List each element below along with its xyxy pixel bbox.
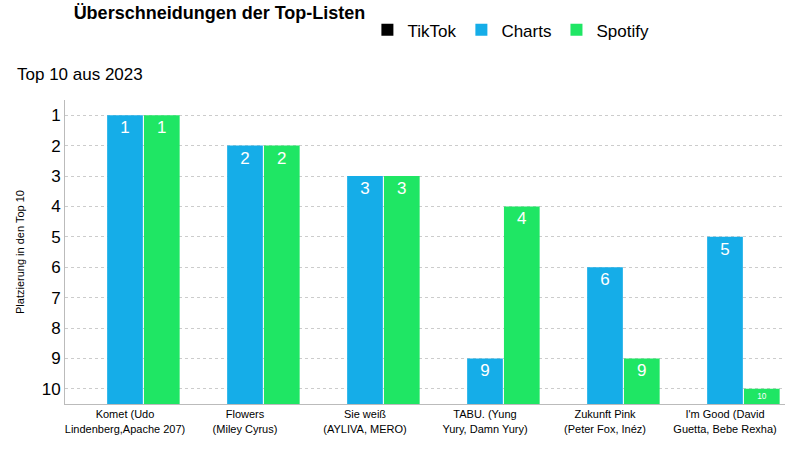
svg-text:Komet (UdoLindenberg,Apache 20: Komet (UdoLindenberg,Apache 207) — [65, 408, 185, 434]
svg-text:2: 2 — [240, 149, 249, 168]
svg-text:TikTok: TikTok — [407, 22, 456, 41]
svg-text:2: 2 — [51, 137, 60, 156]
svg-text:Sie weiß(AYLIVA, MERO): Sie weiß(AYLIVA, MERO) — [323, 408, 406, 434]
svg-text:2: 2 — [277, 149, 286, 168]
svg-text:9: 9 — [637, 361, 646, 380]
svg-text:6: 6 — [600, 270, 609, 289]
svg-text:1: 1 — [51, 106, 60, 125]
svg-text:9: 9 — [480, 361, 489, 380]
svg-text:1: 1 — [157, 118, 166, 137]
svg-text:4: 4 — [51, 197, 60, 216]
svg-text:3: 3 — [51, 167, 60, 186]
svg-text:6: 6 — [51, 258, 60, 277]
svg-text:1: 1 — [120, 118, 129, 137]
svg-text:I'm Good (DavidGuetta, Bebe Re: I'm Good (DavidGuetta, Bebe Rexha) — [673, 408, 776, 434]
svg-text:Top 10 aus 2023: Top 10 aus 2023 — [17, 65, 143, 84]
svg-text:Zukunft Pink(Peter Fox, Inéz): Zukunft Pink(Peter Fox, Inéz) — [564, 408, 646, 434]
svg-text:Überschneidungen der Top-Liste: Überschneidungen der Top-Listen — [74, 3, 366, 23]
svg-text:5: 5 — [51, 228, 60, 247]
svg-text:7: 7 — [51, 289, 60, 308]
svg-text:Charts: Charts — [501, 22, 551, 41]
svg-text:Spotify: Spotify — [596, 22, 648, 41]
svg-text:8: 8 — [51, 319, 60, 338]
svg-text:10: 10 — [757, 392, 767, 401]
svg-text:10: 10 — [42, 380, 61, 399]
svg-text:3: 3 — [397, 179, 406, 198]
svg-text:9: 9 — [51, 349, 60, 368]
svg-text:3: 3 — [360, 179, 369, 198]
svg-text:5: 5 — [720, 240, 729, 259]
svg-text:Flowers(Miley Cyrus): Flowers(Miley Cyrus) — [213, 408, 278, 434]
svg-text:4: 4 — [517, 209, 526, 228]
svg-text:Platzierung in den Top 10: Platzierung in den Top 10 — [14, 190, 26, 314]
svg-text:TABU. (YungYury, Damn Yury): TABU. (YungYury, Damn Yury) — [442, 408, 527, 434]
